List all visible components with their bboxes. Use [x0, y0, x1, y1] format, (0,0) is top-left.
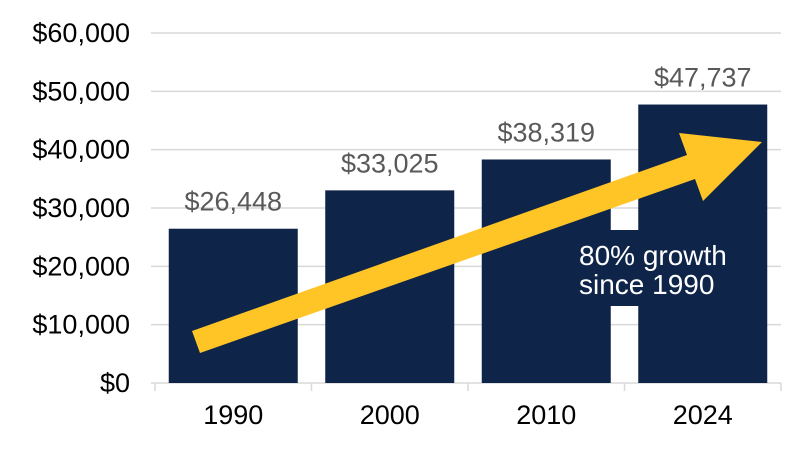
value-label-2000: $33,025 — [341, 148, 439, 178]
y-axis-label: $10,000 — [32, 310, 130, 340]
value-label-2010: $38,319 — [497, 117, 595, 147]
value-label-1990: $26,448 — [184, 187, 282, 217]
annotation-box — [570, 230, 722, 306]
y-axis-label: $50,000 — [32, 76, 130, 106]
y-axis-label: $20,000 — [32, 251, 130, 281]
x-axis-label-2010: 2010 — [516, 400, 576, 430]
x-axis-label-2024: 2024 — [673, 400, 733, 430]
x-axis-label-2000: 2000 — [360, 400, 420, 430]
growth-arrow-icon — [192, 133, 762, 353]
value-label-2024: $47,737 — [654, 63, 752, 93]
y-axis-label: $60,000 — [32, 18, 130, 48]
y-axis-label: $30,000 — [32, 193, 130, 223]
annotation-text-line-1: 80% growth — [579, 240, 727, 271]
y-axis-label: $0 — [100, 368, 130, 398]
y-axis-label: $40,000 — [32, 135, 130, 165]
annotation-text-line-2: since 1990 — [579, 269, 714, 300]
x-axis-label-1990: 1990 — [203, 400, 263, 430]
